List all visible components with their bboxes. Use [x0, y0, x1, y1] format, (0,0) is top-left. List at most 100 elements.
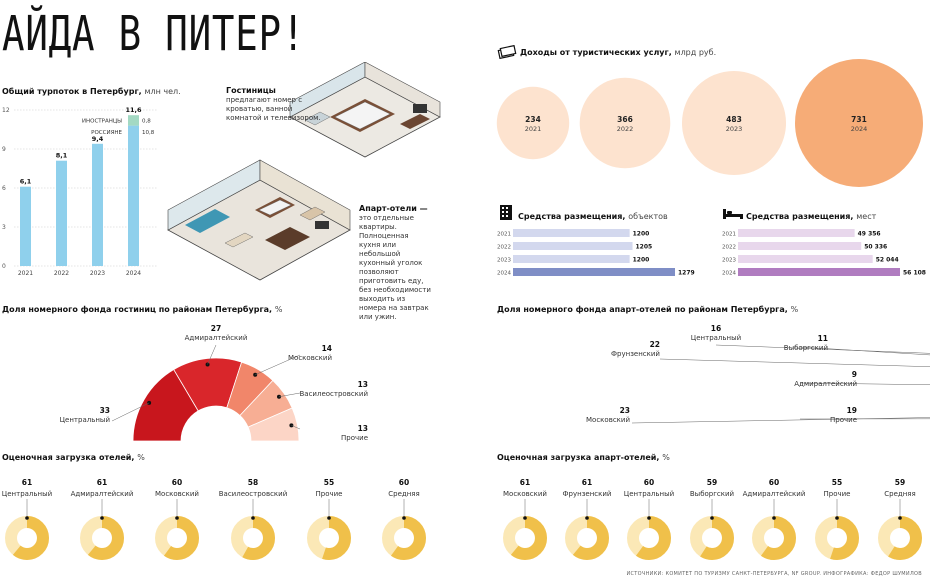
slice-leader [291, 425, 301, 430]
donut-value: 55 [324, 478, 334, 487]
income-year: 2024 [851, 125, 868, 133]
tourist-flow-chart: 0 3 6 9 12 6,1 2021 8,1 2022 9,4 2023 11,6 2024 ИНОСТ… [2, 106, 158, 277]
apart-note-title: Апарт-отели — [359, 204, 428, 213]
slice-leader [278, 392, 301, 397]
donut-value: 59 [895, 478, 905, 487]
slice-leader [715, 344, 930, 354]
donut-label: Фрунзенский [563, 490, 612, 498]
x-tick-label: 2023 [90, 270, 105, 277]
donut-label: Василеостровский [219, 490, 288, 498]
page-title: АЙДА В ПИТЕР! [2, 6, 306, 62]
income-bubble [795, 59, 923, 187]
apartment-illustration [167, 159, 351, 281]
hotel-objects-unit: объектов [628, 212, 668, 221]
hotels-note: Гостиницы предлагают номер с кроватью, в… [226, 86, 321, 123]
slice-leader [799, 346, 930, 356]
donut-arc [565, 516, 609, 560]
hotels-note-title: Гостиницы [226, 86, 276, 95]
year-label: 2021 [722, 232, 736, 238]
h-bar [513, 268, 675, 276]
hotel-objects-title: Средства размещения, объектов [518, 212, 668, 221]
slice-label: Московский [288, 354, 332, 362]
apart-note-text: это отдельные квартиры. Полноценная кухн… [359, 214, 431, 321]
bar-russian [20, 186, 31, 266]
donut-arc [503, 516, 547, 560]
income-year: 2021 [525, 125, 542, 133]
apart-load-title: Оценочная загрузка апарт-отелей, % [497, 453, 670, 462]
slice-label: Центральный [691, 334, 741, 342]
slice-value: 9 [852, 370, 857, 379]
slice-value: 13 [358, 380, 368, 389]
year-label: 2024 [497, 271, 511, 277]
h-bar [513, 255, 630, 263]
donut-marker [175, 516, 179, 520]
donut-value: 59 [707, 478, 717, 487]
year-label: 2023 [497, 258, 511, 264]
slice-leader [111, 402, 150, 422]
donut-arc [878, 516, 922, 560]
hotel-districts-title-text: Доля номерного фонда гостиниц по районам… [2, 305, 273, 314]
donut-value: 60 [644, 478, 654, 487]
donut-value: 61 [582, 478, 592, 487]
donut-marker [585, 516, 589, 520]
slice-value: 16 [711, 324, 721, 333]
slice-marker [147, 400, 152, 405]
hotels-note-text: предлагают номер с кроватью, ванной комн… [226, 96, 321, 122]
x-tick-label: 2022 [54, 270, 69, 277]
donut-marker [100, 516, 104, 520]
donut-arc [231, 516, 275, 560]
hotel-load-unit: % [137, 453, 145, 462]
slice-value: 23 [620, 406, 630, 415]
donut-marker [710, 516, 714, 520]
h-bar-value: 49 356 [858, 231, 881, 238]
hotel-objects-title-text: Средства размещения, [518, 212, 626, 221]
hotel-load-chart: 61 Центральный 61 Адмиралтейский 60 Московски… [2, 478, 426, 560]
slice-marker [253, 372, 258, 377]
hotel-room-illustration [289, 62, 441, 158]
segment-label-russian: 10,8 [142, 130, 155, 136]
year-label: 2023 [722, 258, 736, 264]
slice-label: Прочие [341, 434, 368, 442]
income-year: 2023 [726, 125, 743, 133]
donut-value: 55 [832, 478, 842, 487]
income-value: 234 [525, 115, 541, 124]
x-tick-label: 2021 [18, 270, 33, 277]
donut-arc [5, 516, 49, 560]
bar-russian [128, 125, 139, 266]
donut-marker [898, 516, 902, 520]
donut-label: Адмиралтейский [743, 490, 806, 498]
donut-label: Центральный [624, 490, 674, 498]
slice-leader [207, 344, 217, 365]
y-tick-label: 0 [2, 263, 6, 270]
h-bar-value: 1205 [636, 244, 653, 251]
donut-label: Выборгский [690, 490, 734, 498]
h-bar-value: 1279 [678, 270, 695, 277]
building-icon [500, 205, 512, 220]
h-bar [738, 242, 862, 250]
donut-arc [815, 516, 859, 560]
slice-value: 22 [650, 340, 660, 349]
income-bubble [681, 70, 787, 176]
h-bar [738, 229, 855, 237]
income-value: 483 [726, 115, 742, 124]
h-bar [513, 229, 630, 237]
income-bubble [496, 86, 570, 160]
donut-marker [523, 516, 527, 520]
slice-label: Центральный [60, 416, 110, 424]
slice-label: Фрунзенский [611, 350, 660, 358]
h-bar-value: 50 336 [864, 244, 887, 251]
donut-label: Средняя [884, 490, 915, 498]
y-tick-label: 9 [2, 146, 6, 153]
hotel-places-unit: мест [856, 212, 877, 221]
money-icon [497, 45, 517, 59]
donut-value: 61 [22, 478, 32, 487]
donut-arc [752, 516, 796, 560]
slice-value: 14 [322, 344, 332, 353]
donut-value: 61 [520, 478, 530, 487]
apart-hotels-note: Апарт-отели — это отдельные квартиры. По… [359, 204, 431, 322]
income-value: 366 [617, 115, 633, 124]
hotel-places-title: Средства размещения, мест [746, 212, 876, 221]
slice-leader [799, 382, 930, 385]
h-bar-value: 56 108 [903, 270, 926, 277]
